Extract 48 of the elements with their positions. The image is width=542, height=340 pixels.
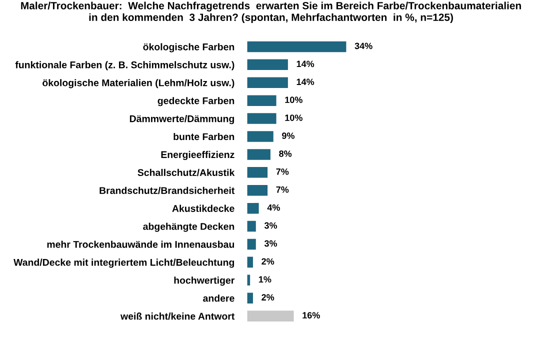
y-tick-label: bunte Farben: [174, 132, 234, 140]
data-label: 34%: [354, 42, 372, 50]
data-label: 14%: [296, 60, 314, 68]
bar: [247, 256, 253, 268]
bar: [247, 292, 253, 304]
bar: [247, 167, 268, 178]
data-label: 1%: [258, 276, 272, 283]
data-label: 7%: [276, 186, 289, 193]
data-label: 3%: [264, 222, 278, 229]
bar: [247, 220, 256, 232]
data-label: 10%: [285, 114, 302, 121]
data-label: 16%: [302, 312, 320, 318]
y-tick-label: funktionale Farben (z. B. Schimmelschutz usw.): [15, 61, 234, 70]
data-label: 7%: [276, 168, 289, 175]
y-tick-label: andere: [203, 294, 234, 302]
data-label: 2%: [262, 258, 274, 265]
bar: [247, 59, 288, 70]
y-tick-label: Wand/Decke mit integriertem Licht/Beleuchtung: [14, 258, 234, 268]
bar: [247, 131, 274, 142]
bar: [247, 95, 276, 106]
data-label: 14%: [296, 78, 314, 86]
bar: [247, 113, 276, 124]
y-tick-label: gedeckte Farben: [158, 97, 234, 106]
y-tick-label: ökologische Farben: [143, 43, 234, 52]
bar: [247, 310, 294, 322]
bar: [247, 77, 288, 88]
chart-title: Maler/Trockenbauer: Welche Nachfragetrends erwarten Sie im Bereich Farbe/Trockenbaumaterialien in den kommenden 3 Jahren? (spontan, Mehrfachantworten in %, n=125): [21, 2, 521, 24]
y-tick-label: Dämmwerte/Dämmung: [130, 115, 234, 124]
bar: [247, 149, 270, 160]
data-label: 3%: [264, 240, 278, 247]
y-tick-label: mehr Trockenbauwände im Innenausbau: [47, 240, 234, 248]
bar: [247, 238, 256, 250]
y-tick-label: Energieeffizienz: [161, 150, 234, 160]
data-label: 8%: [279, 150, 292, 157]
y-tick-label: hochwertiger: [174, 276, 235, 286]
data-label: 4%: [267, 204, 280, 211]
y-tick-label: ökologische Materialien (Lehm/Holz usw.): [42, 79, 234, 88]
data-label: 9%: [282, 132, 295, 139]
bar: [247, 202, 259, 214]
y-tick-label: abgehängte Decken: [143, 222, 234, 232]
y-tick-label: Schallschutz/Akustik: [138, 168, 235, 176]
y-tick-label: Akustikdecke: [172, 204, 234, 212]
y-tick-label: Brandschutz/Brandsicherheit: [100, 186, 235, 194]
data-label: 10%: [285, 96, 302, 104]
bar: [247, 184, 268, 196]
bar: [247, 41, 346, 52]
y-tick-label: weiß nicht/keine Antwort: [120, 312, 235, 320]
data-label: 2%: [262, 294, 274, 301]
